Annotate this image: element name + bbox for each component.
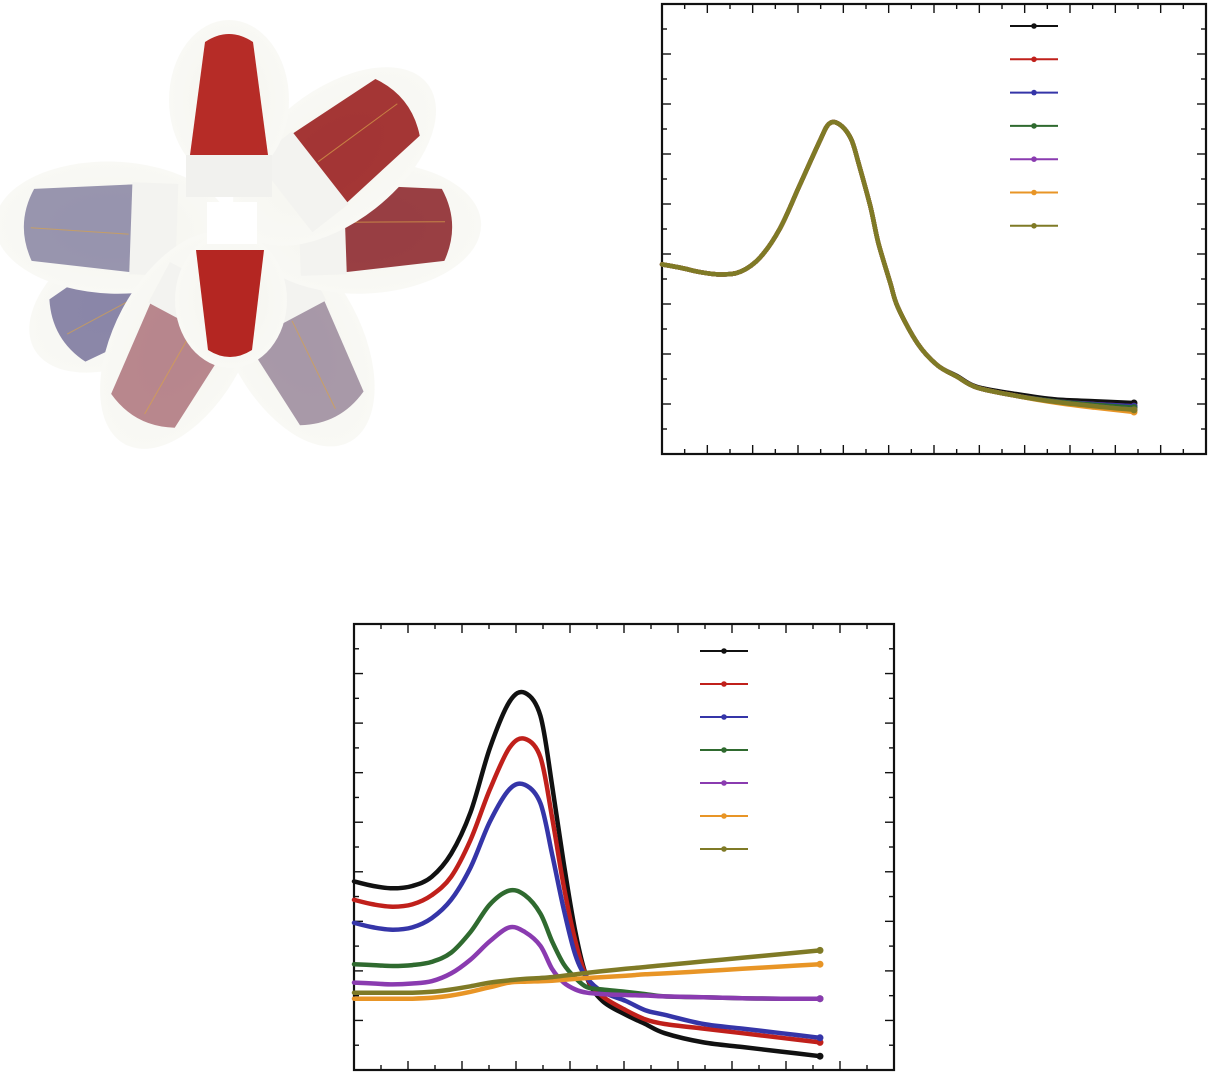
legend-marker-5: [1031, 156, 1037, 162]
series-lines: [659, 119, 1138, 416]
vial-liquid: [23, 184, 135, 273]
legend-marker-7: [721, 846, 727, 852]
vial-liquid: [196, 250, 264, 357]
series-line-6: [659, 119, 1137, 415]
legend-marker-6: [1031, 189, 1037, 196]
legend-marker-2: [1031, 56, 1037, 63]
plot-frame: [660, 2, 1208, 456]
series-line-5: [351, 924, 823, 1001]
series-line-7: [659, 119, 1137, 413]
series-lines: [351, 689, 824, 1060]
legend-marker-5: [721, 780, 727, 786]
vial-glint: [291, 320, 336, 409]
plot-frame: [352, 622, 896, 1072]
series-line-3: [351, 781, 823, 1041]
legend: [700, 648, 748, 852]
vial: [233, 67, 437, 246]
legend-marker-1: [1031, 23, 1037, 29]
vial-glint: [346, 221, 446, 223]
vial-liquid: [190, 34, 268, 155]
vial-glint: [30, 227, 129, 235]
series-end-marker-3: [816, 1034, 824, 1042]
series-end-marker-5: [816, 995, 824, 1003]
series-line-4: [659, 119, 1137, 410]
series-line-2: [659, 119, 1137, 409]
axis-ticks: [354, 624, 894, 1070]
series-line-1: [351, 689, 823, 1059]
legend-marker-4: [1031, 123, 1037, 129]
chart-top-right: [659, 2, 1208, 456]
series-line-6: [351, 961, 823, 1002]
vial-cap: [129, 182, 179, 276]
vial-photo: [0, 20, 482, 449]
series-line-3: [659, 119, 1137, 409]
vial-cap: [255, 131, 349, 233]
vial-glint: [144, 328, 194, 415]
series-line-2: [351, 736, 823, 1045]
legend: [1010, 23, 1058, 229]
series-end-marker-7: [816, 946, 824, 954]
series-line-5: [659, 119, 1137, 413]
legend-marker-2: [721, 681, 727, 687]
axis-ticks: [662, 4, 1206, 454]
series-line-7: [351, 948, 823, 996]
vial-glint: [317, 103, 398, 163]
chart-bottom: [351, 622, 896, 1072]
legend-marker-4: [721, 747, 727, 753]
vial-center-bottom: [175, 202, 287, 368]
legend-marker-3: [721, 714, 727, 720]
legend-marker-1: [721, 648, 727, 654]
series-end-marker-7: [1130, 406, 1138, 414]
series-line-1: [659, 119, 1137, 406]
legend-marker-6: [721, 813, 727, 819]
legend-marker-3: [1031, 89, 1037, 96]
vial-label-blank: [207, 202, 257, 244]
vial-center-top: [169, 20, 289, 197]
vial-cap: [186, 155, 272, 197]
series-end-marker-6: [816, 960, 824, 968]
legend-marker-7: [1031, 223, 1037, 229]
series-end-marker-1: [816, 1052, 824, 1060]
